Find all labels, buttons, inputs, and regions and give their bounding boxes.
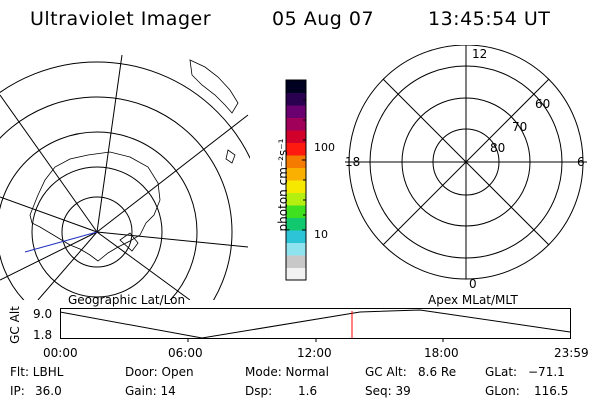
colorbar-segment [286,230,306,243]
apex-panel-label: Apex MLat/MLT [428,293,518,307]
gc-alt-label: GC Alt: [365,365,407,379]
mlt-label-0: 0 [469,277,477,291]
colorbar-segment [286,267,306,281]
colorbar-segment [286,142,306,156]
geo-lat-circle [31,166,163,298]
observation-time: 13:45:54 UT [428,8,551,30]
dsp-label: Dsp: [245,384,273,398]
geo-meridian [0,231,98,281]
gc-alt-value: 8.6 Re [418,365,457,379]
timeline-x-tick-2359: 23:59 [554,346,589,360]
colorbar-segment [286,255,306,268]
glon-value: 116.5 [534,384,569,398]
mlt-label-18: 18 [345,155,361,169]
glon-label: GLon: [485,384,520,398]
colorbar-segment [286,105,306,118]
coastline [225,149,236,164]
colorbar-segment [286,80,306,93]
colorbar-segment [286,217,306,231]
timeline-x-tick-1800: 18:00 [424,346,459,360]
gain-info: Gain: 14 [125,384,176,398]
geo-meridian [96,231,249,248]
colorbar-unit-label: photon cm⁻²s⁻¹ [276,138,290,232]
geographic-panel-label: Geographic Lat/Lon [68,293,186,307]
timeline-y-tick-min: 1.8 [33,328,53,342]
timeline-x-tick-1200: 12:00 [297,346,332,360]
geo-meridian [96,55,123,233]
observation-date: 05 Aug 07 [272,8,375,30]
geo-meridian [0,94,98,233]
door-info: Door: Open [125,365,194,379]
orbit-track [24,231,98,253]
geo-lat-circle [0,131,198,300]
timeline-x-tick-0600: 06:00 [168,346,203,360]
ip-value: 36.0 [35,384,62,398]
geo-lat-circle [0,96,233,300]
mode-info: Mode: Normal [245,365,329,379]
geo-meridian [0,196,98,233]
seq-info: Seq: 39 [365,384,411,398]
glat-value: −71.1 [528,365,565,379]
altitude-timeline [60,308,571,342]
timeline-y-tick-max: 9.0 [33,307,53,321]
colorbar-segment [286,167,306,181]
colorbar [285,79,307,281]
geo-lat-circle [0,61,250,160]
altitude-curve [60,309,571,339]
apex-polar-plot [345,45,587,280]
geo-lat-circle [61,196,133,268]
colorbar-segment [286,192,306,206]
colorbar-segment [286,130,306,143]
mlat-label-60: 60 [535,97,551,111]
mlt-label-6: 6 [577,155,585,169]
geographic-map [0,55,250,300]
ip-label: IP: [10,384,25,398]
geo-meridian [96,231,191,300]
colorbar-segment [286,155,306,168]
coastline [189,59,239,114]
colorbar-segment [286,92,306,106]
timeline-x-tick-0000: 00:00 [43,346,78,360]
colorbar-segment [286,117,306,131]
filter-info: Flt: LBHL [10,365,64,379]
colorbar-segment [286,180,306,193]
colorbar-tick-10: 10 [314,228,328,241]
mlt-label-12: 12 [472,47,488,61]
mlat-label-80: 80 [490,141,506,155]
coastline [119,232,139,252]
mlat-label-70: 70 [512,120,528,134]
timeline-y-label: GC Alt [8,306,22,344]
colorbar-segment [286,242,306,256]
instrument-title: Ultraviolet Imager [30,8,212,30]
colorbar-segment [286,205,306,218]
colorbar-tick-100: 100 [314,141,335,154]
coastline [29,151,161,262]
geo-meridian [96,114,249,233]
dsp-value: 1.6 [298,384,318,398]
glat-label: GLat: [485,365,518,379]
geo-meridian [37,231,98,300]
